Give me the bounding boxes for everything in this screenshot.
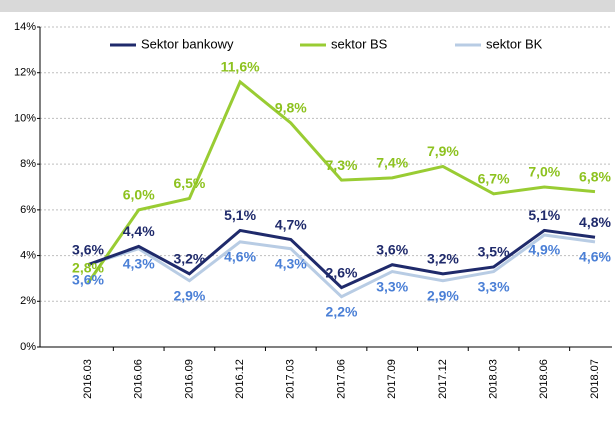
legend-label: sektor BS (331, 36, 388, 51)
data-label: 6,8% (579, 168, 611, 184)
data-label: 3,6% (72, 241, 104, 257)
data-label: 2,2% (326, 303, 358, 319)
data-label: 4,3% (275, 255, 307, 271)
data-label: 2,6% (326, 264, 358, 280)
data-label: 2,9% (173, 287, 205, 303)
line-series (87, 228, 596, 290)
data-label: 3,2% (173, 251, 205, 267)
data-label: 9,8% (275, 100, 307, 116)
data-label: 7,3% (326, 157, 358, 173)
data-label: 4,6% (579, 249, 611, 265)
data-label: 3,3% (478, 278, 510, 294)
x-tick-label: 2017.09 (386, 359, 398, 399)
x-tick-label: 2017.12 (437, 359, 449, 399)
data-label: 2,9% (427, 287, 459, 303)
data-label: 3,5% (478, 244, 510, 260)
data-label: 2,8% (72, 260, 104, 276)
top-band (0, 0, 615, 12)
data-label: 6,7% (478, 171, 510, 187)
x-tick-label: 2017.03 (285, 359, 297, 399)
data-label: 6,0% (123, 187, 155, 203)
data-label: 7,4% (376, 155, 408, 171)
y-tick-label: 10% (14, 112, 36, 124)
x-tick-label: 2018.06 (538, 359, 550, 399)
line-series (87, 233, 596, 299)
data-label: 3,2% (427, 251, 459, 267)
x-tick-label: 2018.03 (488, 359, 500, 399)
x-tick-label: 2016.12 (234, 359, 246, 399)
data-label: 5,1% (224, 207, 256, 223)
y-tick-label: 4% (20, 249, 36, 261)
data-label: 6,5% (173, 175, 205, 191)
data-label: 7,0% (528, 164, 560, 180)
data-label: 4,8% (579, 214, 611, 230)
y-tick-label: 12% (14, 67, 36, 79)
legend-label: sektor BK (486, 36, 543, 51)
data-label: 4,4% (123, 223, 155, 239)
y-tick-label: 14% (14, 21, 36, 33)
data-label: 7,9% (427, 143, 459, 159)
x-tick-label: 2016.06 (133, 359, 145, 399)
data-label: 4,7% (275, 216, 307, 232)
y-tick-label: 2% (20, 295, 36, 307)
data-label: 4,9% (528, 242, 560, 258)
data-label: 11,6% (221, 59, 260, 75)
data-label: 3,6% (72, 271, 104, 287)
y-tick-label: 0% (20, 341, 36, 353)
x-tick-label: 2016.09 (183, 359, 195, 399)
legend-label: Sektor bankowy (141, 36, 234, 51)
x-tick-label: 2017.06 (335, 359, 347, 399)
y-tick-label: 8% (20, 158, 36, 170)
data-label: 4,6% (224, 249, 256, 265)
data-label: 5,1% (528, 207, 560, 223)
data-label: 3,6% (376, 241, 408, 257)
line-series (86, 79, 596, 284)
data-label: 4,3% (123, 255, 155, 271)
x-tick-label: 2016.03 (82, 359, 94, 399)
data-label: 3,3% (376, 278, 408, 294)
x-tick-label: 2018.07 (589, 359, 601, 399)
y-tick-label: 6% (20, 204, 36, 216)
